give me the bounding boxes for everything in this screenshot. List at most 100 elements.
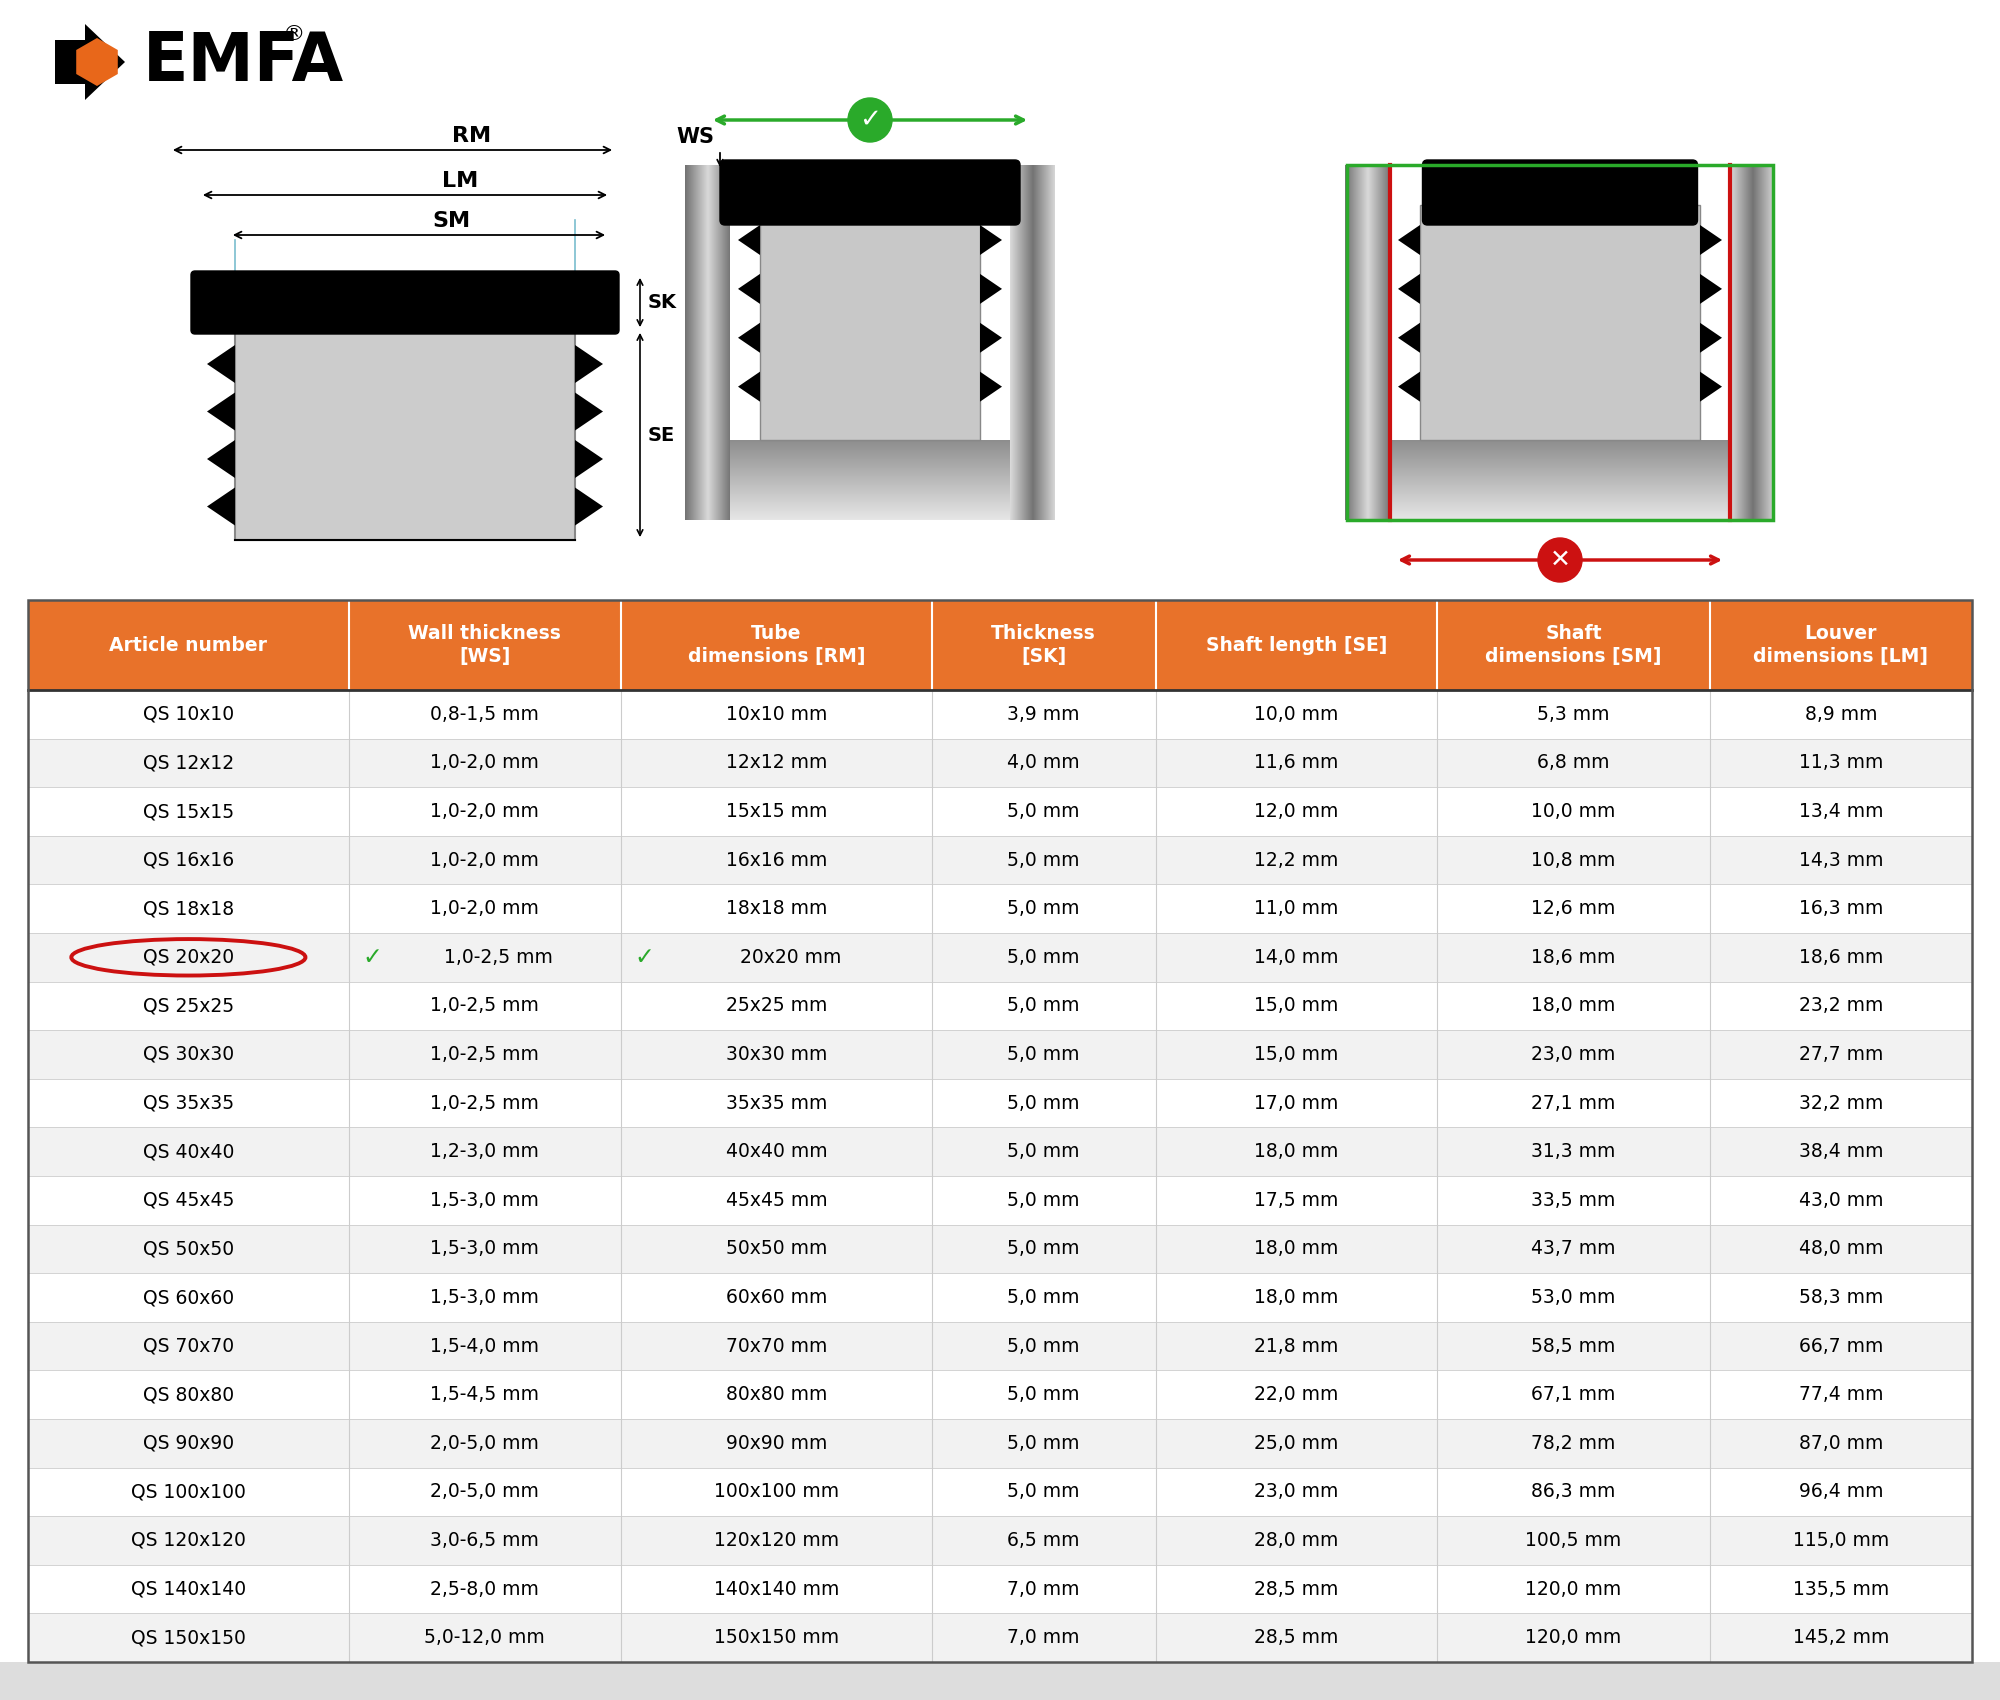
Polygon shape — [208, 345, 236, 382]
Text: 10,8 mm: 10,8 mm — [1532, 850, 1616, 870]
Bar — [28, 1323, 1972, 1370]
Text: 5,0 mm: 5,0 mm — [1008, 802, 1080, 821]
Text: 18,0 mm: 18,0 mm — [1254, 1239, 1338, 1258]
Text: 32,2 mm: 32,2 mm — [1798, 1093, 1882, 1112]
Text: QS 12x12: QS 12x12 — [142, 753, 234, 772]
Text: 1,0-2,0 mm: 1,0-2,0 mm — [430, 753, 540, 772]
Text: 6,5 mm: 6,5 mm — [1008, 1532, 1080, 1550]
Text: 3,9 mm: 3,9 mm — [1008, 706, 1080, 724]
Text: 14,0 mm: 14,0 mm — [1254, 949, 1338, 967]
Text: ✓: ✓ — [362, 945, 382, 969]
Polygon shape — [1398, 323, 1420, 354]
Bar — [28, 1080, 1972, 1127]
Text: 2,0-5,0 mm: 2,0-5,0 mm — [430, 1433, 540, 1454]
Text: 66,7 mm: 66,7 mm — [1798, 1336, 1882, 1355]
Text: QS 20x20: QS 20x20 — [142, 949, 234, 967]
Text: 67,1 mm: 67,1 mm — [1532, 1386, 1616, 1404]
Text: 5,0 mm: 5,0 mm — [1008, 1142, 1080, 1161]
Polygon shape — [76, 37, 118, 87]
Polygon shape — [576, 488, 604, 525]
Polygon shape — [980, 323, 1002, 354]
Text: Shaft length [SE]: Shaft length [SE] — [1206, 636, 1388, 654]
Polygon shape — [1700, 274, 1722, 304]
Text: 10,0 mm: 10,0 mm — [1254, 706, 1338, 724]
Text: Wall thickness
[WS]: Wall thickness [WS] — [408, 624, 562, 666]
Polygon shape — [738, 274, 760, 304]
Text: 1,5-3,0 mm: 1,5-3,0 mm — [430, 1190, 540, 1210]
Bar — [28, 738, 1972, 787]
Text: 23,2 mm: 23,2 mm — [1798, 996, 1882, 1015]
Circle shape — [848, 99, 892, 143]
Bar — [28, 1030, 1972, 1080]
Text: 23,0 mm: 23,0 mm — [1254, 1482, 1338, 1501]
Polygon shape — [56, 24, 124, 100]
Text: QS 60x60: QS 60x60 — [142, 1289, 234, 1307]
Bar — [28, 933, 1972, 981]
Text: Thickness
[SK]: Thickness [SK] — [992, 624, 1096, 666]
Text: 77,4 mm: 77,4 mm — [1798, 1386, 1884, 1404]
Text: 5,0 mm: 5,0 mm — [1008, 1239, 1080, 1258]
Text: 70x70 mm: 70x70 mm — [726, 1336, 828, 1355]
Text: 58,5 mm: 58,5 mm — [1532, 1336, 1616, 1355]
Text: 1,2-3,0 mm: 1,2-3,0 mm — [430, 1142, 540, 1161]
Text: 90x90 mm: 90x90 mm — [726, 1433, 828, 1454]
Bar — [760, 206, 980, 440]
Text: 28,5 mm: 28,5 mm — [1254, 1579, 1338, 1598]
Text: 87,0 mm: 87,0 mm — [1798, 1433, 1882, 1454]
Text: QS 140x140: QS 140x140 — [130, 1579, 246, 1598]
Text: 7,0 mm: 7,0 mm — [1008, 1629, 1080, 1647]
Text: 96,4 mm: 96,4 mm — [1798, 1482, 1884, 1501]
Text: 100x100 mm: 100x100 mm — [714, 1482, 840, 1501]
Bar — [28, 1224, 1972, 1273]
Text: 8,9 mm: 8,9 mm — [1804, 706, 1878, 724]
Text: LM: LM — [442, 172, 478, 190]
Text: 5,0 mm: 5,0 mm — [1008, 1386, 1080, 1404]
Bar — [28, 1467, 1972, 1516]
Text: 1,0-2,0 mm: 1,0-2,0 mm — [430, 802, 540, 821]
Text: QS 15x15: QS 15x15 — [142, 802, 234, 821]
Text: 5,0 mm: 5,0 mm — [1008, 949, 1080, 967]
Text: QS 150x150: QS 150x150 — [130, 1629, 246, 1647]
Text: QS 18x18: QS 18x18 — [142, 899, 234, 918]
Text: SM: SM — [432, 211, 470, 231]
Text: QS 25x25: QS 25x25 — [142, 996, 234, 1015]
Bar — [28, 1176, 1972, 1224]
Text: QS 45x45: QS 45x45 — [142, 1190, 234, 1210]
Text: 28,5 mm: 28,5 mm — [1254, 1629, 1338, 1647]
Bar — [28, 1370, 1972, 1420]
Text: 86,3 mm: 86,3 mm — [1532, 1482, 1616, 1501]
Text: 120x120 mm: 120x120 mm — [714, 1532, 840, 1550]
Text: 1,0-2,5 mm: 1,0-2,5 mm — [430, 1046, 540, 1064]
Text: 35x35 mm: 35x35 mm — [726, 1093, 828, 1112]
Text: 5,0 mm: 5,0 mm — [1008, 996, 1080, 1015]
Polygon shape — [1398, 224, 1420, 255]
Text: 12,2 mm: 12,2 mm — [1254, 850, 1338, 870]
Bar — [28, 981, 1972, 1030]
Text: 1,5-3,0 mm: 1,5-3,0 mm — [430, 1289, 540, 1307]
Text: 150x150 mm: 150x150 mm — [714, 1629, 840, 1647]
Text: Shaft
dimensions [SM]: Shaft dimensions [SM] — [1486, 624, 1662, 666]
Bar — [28, 690, 1972, 738]
Polygon shape — [1398, 372, 1420, 401]
Text: 48,0 mm: 48,0 mm — [1798, 1239, 1884, 1258]
Text: 2,0-5,0 mm: 2,0-5,0 mm — [430, 1482, 540, 1501]
Text: 18,6 mm: 18,6 mm — [1798, 949, 1882, 967]
Text: QS 100x100: QS 100x100 — [130, 1482, 246, 1501]
Text: 50x50 mm: 50x50 mm — [726, 1239, 828, 1258]
Text: QS 35x35: QS 35x35 — [142, 1093, 234, 1112]
Text: 5,3 mm: 5,3 mm — [1538, 706, 1610, 724]
Text: 18x18 mm: 18x18 mm — [726, 899, 828, 918]
Bar — [28, 884, 1972, 933]
Text: 6,8 mm: 6,8 mm — [1538, 753, 1610, 772]
Bar — [28, 1420, 1972, 1467]
Text: 15,0 mm: 15,0 mm — [1254, 996, 1338, 1015]
Polygon shape — [576, 393, 604, 430]
Text: QS 30x30: QS 30x30 — [142, 1046, 234, 1064]
Text: 30x30 mm: 30x30 mm — [726, 1046, 828, 1064]
Text: 14,3 mm: 14,3 mm — [1798, 850, 1884, 870]
Polygon shape — [1398, 274, 1420, 304]
Bar — [28, 1516, 1972, 1564]
Text: 33,5 mm: 33,5 mm — [1532, 1190, 1616, 1210]
Text: 58,3 mm: 58,3 mm — [1798, 1289, 1882, 1307]
Text: 16x16 mm: 16x16 mm — [726, 850, 828, 870]
